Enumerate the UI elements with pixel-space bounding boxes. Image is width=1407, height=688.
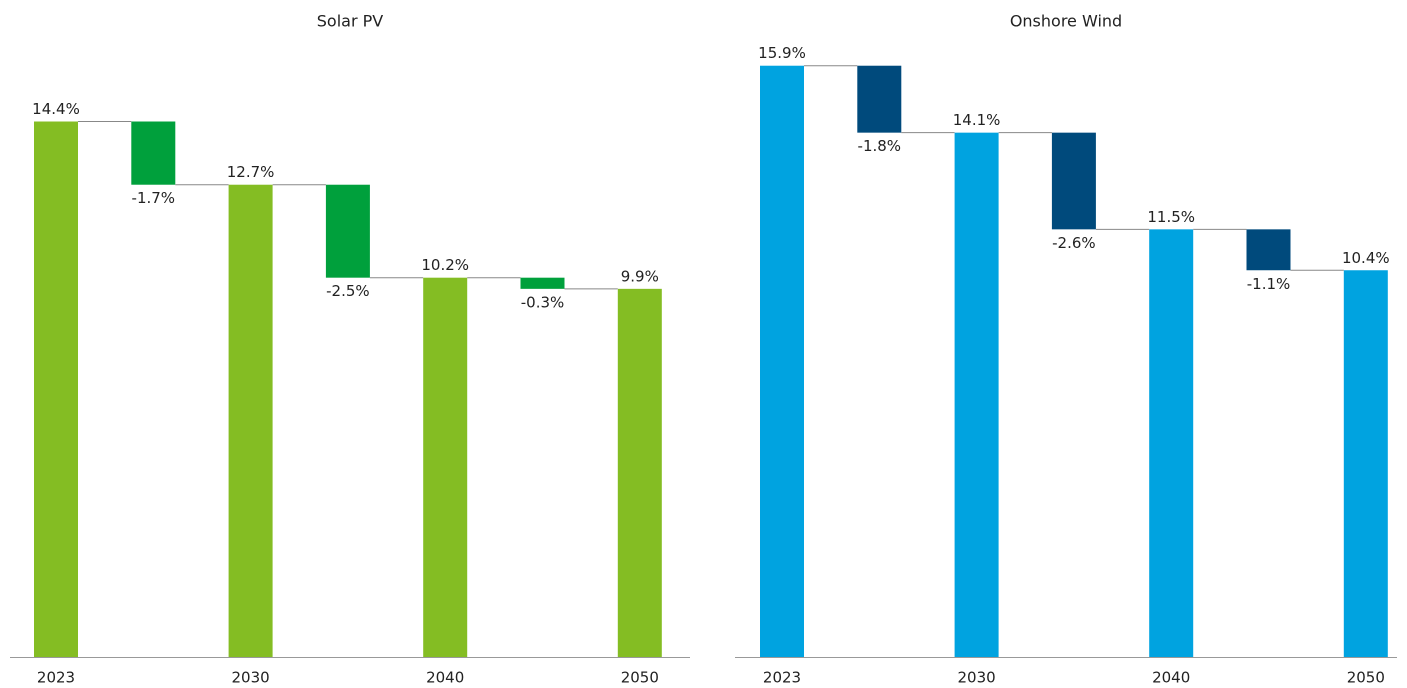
total-bar	[954, 132, 999, 657]
change-bar	[1051, 132, 1096, 230]
total-bar	[34, 121, 78, 657]
change-bar	[131, 121, 176, 185]
x-tick-label: 2040	[426, 669, 464, 687]
change-bar	[520, 277, 565, 289]
value-label: 11.5%	[1147, 208, 1195, 226]
total-bar	[617, 288, 662, 657]
value-label: 10.4%	[1342, 249, 1390, 267]
change-bar	[857, 65, 902, 133]
change-bar	[1246, 229, 1291, 271]
chart-title: Onshore Wind	[1010, 12, 1122, 31]
change-bar	[325, 184, 370, 278]
total-bar	[423, 277, 468, 657]
x-tick-label: 2030	[232, 669, 270, 687]
x-tick-label: 2050	[1347, 669, 1385, 687]
x-tick-label: 2030	[958, 669, 996, 687]
x-tick-label: 2050	[621, 669, 659, 687]
value-label: -2.6%	[1052, 234, 1096, 252]
value-label: -1.1%	[1247, 275, 1291, 293]
value-label: 14.1%	[953, 111, 1001, 129]
value-label: 9.9%	[621, 267, 659, 285]
x-tick-label: 2023	[763, 669, 801, 687]
value-label: 10.2%	[421, 256, 469, 274]
total-bar	[760, 65, 804, 657]
x-tick-label: 2023	[37, 669, 75, 687]
total-bar	[1149, 229, 1194, 657]
value-label: -1.7%	[132, 189, 176, 207]
total-bar	[228, 184, 273, 657]
total-bar	[1343, 270, 1388, 657]
value-label: -1.8%	[858, 137, 902, 155]
chart-title: Solar PV	[317, 12, 384, 31]
value-label: 14.4%	[32, 100, 80, 118]
value-label: -0.3%	[521, 293, 565, 311]
x-tick-label: 2040	[1152, 669, 1190, 687]
value-label: 15.9%	[758, 44, 806, 62]
value-label: 12.7%	[227, 163, 275, 181]
value-label: -2.5%	[326, 282, 370, 300]
